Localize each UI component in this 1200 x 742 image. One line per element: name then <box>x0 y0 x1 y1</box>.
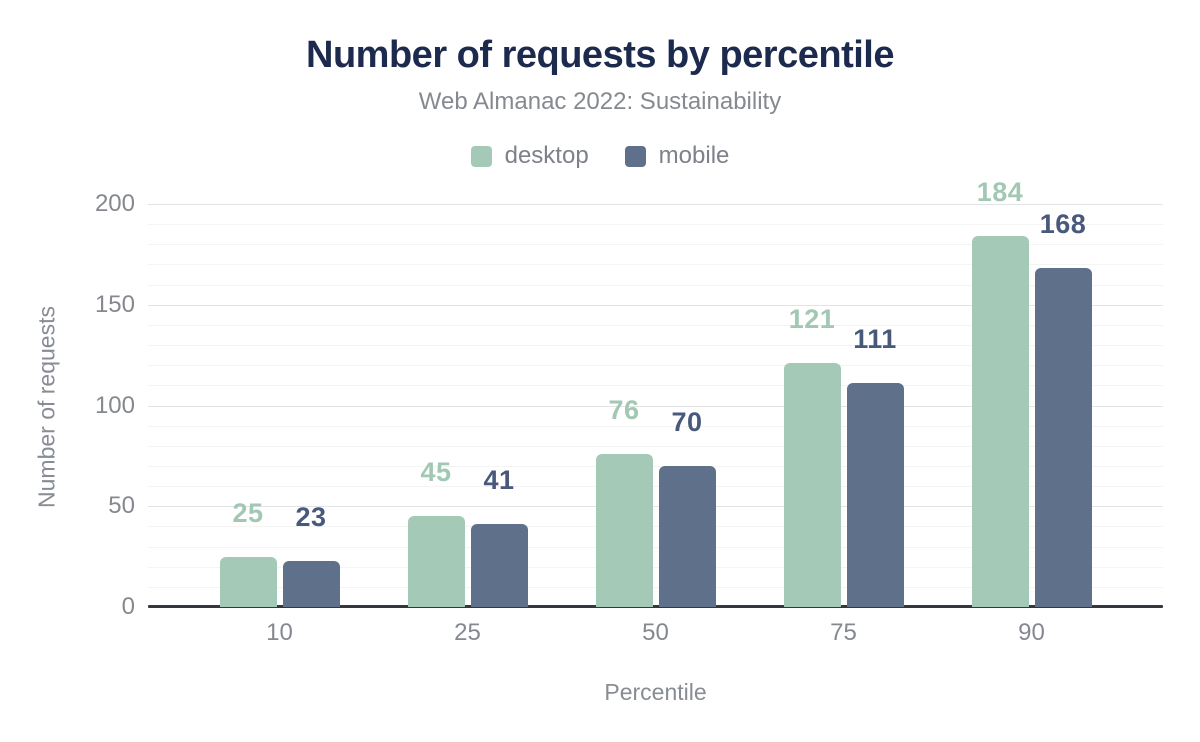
data-label-desktop-p75: 121 <box>788 304 836 335</box>
bar-desktop-p25[interactable] <box>407 516 465 607</box>
y-tick-label-0: 0 <box>121 593 135 620</box>
x-tick-label-90: 90 <box>1018 619 1045 646</box>
gridline-major <box>148 204 1163 205</box>
data-label-mobile-p75: 111 <box>853 324 897 355</box>
gridline-minor <box>148 224 1163 226</box>
bar-desktop-p50[interactable] <box>595 453 653 607</box>
bar-desktop-p90[interactable] <box>971 236 1029 607</box>
x-axis-line <box>148 605 1163 608</box>
data-label-mobile-p25: 41 <box>483 465 515 496</box>
y-tick-label-100: 100 <box>94 391 135 419</box>
x-tick-label-25: 25 <box>454 619 481 646</box>
data-label-desktop-p10: 25 <box>232 497 264 528</box>
bar-mobile-p75[interactable] <box>846 383 904 607</box>
data-label-desktop-p90: 184 <box>976 177 1024 208</box>
y-tick-label-50: 50 <box>108 492 135 520</box>
gridline-minor <box>148 324 1163 326</box>
x-tick-label-10: 10 <box>266 619 293 646</box>
bar-mobile-p90[interactable] <box>1034 268 1092 607</box>
gridline-minor <box>148 486 1163 488</box>
legend-label-desktop: desktop <box>504 142 589 169</box>
legend-item-desktop[interactable]: desktop <box>470 142 589 170</box>
x-tick-label-50: 50 <box>642 619 669 646</box>
bar-mobile-p10[interactable] <box>282 560 340 607</box>
gridline-minor <box>148 264 1163 266</box>
gridline-minor <box>148 345 1163 347</box>
bar-mobile-p25[interactable] <box>470 524 528 607</box>
chart-subtitle: Web Almanac 2022: Sustainability <box>418 88 782 115</box>
x-tick-label-75: 75 <box>830 619 857 646</box>
gridline-minor <box>148 566 1163 568</box>
x-axis-title: Percentile <box>604 679 707 705</box>
gridline-minor <box>148 586 1163 588</box>
gridline-minor <box>148 526 1163 528</box>
gridline-minor <box>148 284 1163 286</box>
chart-title: Number of requests by percentile <box>306 34 894 76</box>
legend: desktop mobile <box>0 140 1200 172</box>
gridline-major <box>148 506 1163 508</box>
bar-mobile-p50[interactable] <box>658 465 716 607</box>
gridline-minor <box>148 425 1163 427</box>
data-label-desktop-p25: 45 <box>420 457 452 488</box>
gridline-minor <box>148 465 1163 467</box>
legend-label-mobile: mobile <box>658 142 730 169</box>
gridline-minor <box>148 365 1163 367</box>
legend-item-mobile[interactable]: mobile <box>624 142 730 170</box>
data-label-mobile-p10: 23 <box>295 501 327 532</box>
bar-desktop-p75[interactable] <box>783 363 841 607</box>
legend-swatch-mobile <box>624 145 646 167</box>
gridline-minor <box>148 385 1163 387</box>
gridline-major <box>148 405 1163 407</box>
y-tick-label-150: 150 <box>94 290 135 318</box>
gridline-major <box>148 304 1163 306</box>
legend-swatch-desktop <box>470 145 492 167</box>
gridline-minor <box>148 244 1163 246</box>
y-tick-label-200: 200 <box>94 190 135 217</box>
gridline-minor <box>148 546 1163 548</box>
data-label-mobile-p90: 168 <box>1039 209 1087 240</box>
bar-desktop-p10[interactable] <box>219 556 277 607</box>
data-label-desktop-p50: 76 <box>608 394 640 425</box>
data-label-mobile-p50: 70 <box>671 406 703 437</box>
gridline-minor <box>148 445 1163 447</box>
